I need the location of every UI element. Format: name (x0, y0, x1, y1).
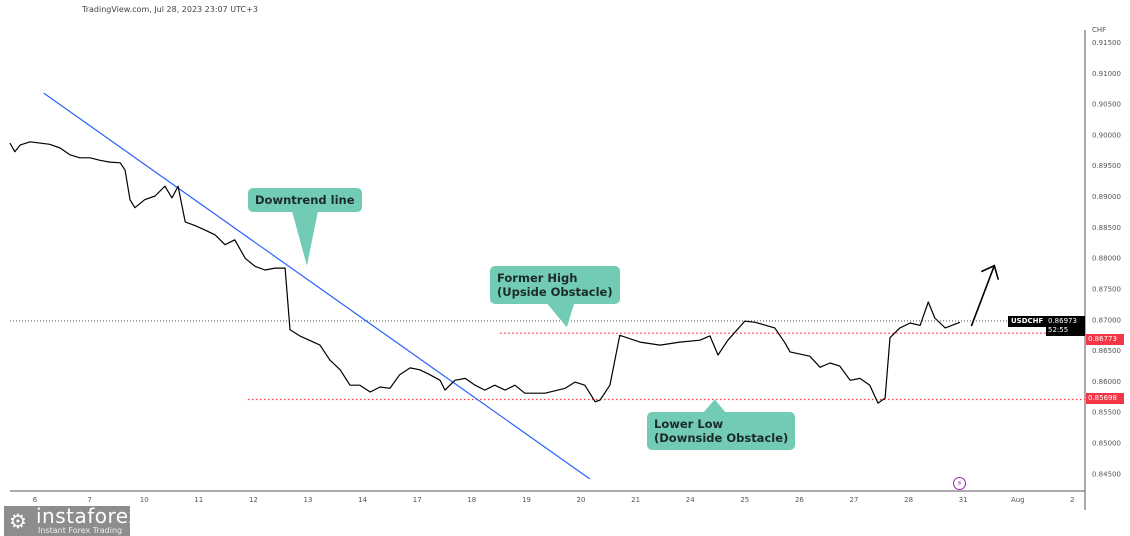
x-tick-label: 26 (795, 496, 804, 504)
y-tick-label: 0.86500 (1092, 347, 1121, 355)
x-tick-label: 27 (850, 496, 859, 504)
callout-text: Former High (497, 271, 578, 285)
y-tick-label: 0.91000 (1092, 70, 1121, 78)
callout-pointer (292, 211, 318, 266)
price-series-line (9, 141, 961, 404)
x-tick-label: 6 (33, 496, 38, 504)
y-tick-label: 0.90500 (1092, 101, 1121, 109)
downtrend-line (43, 92, 591, 480)
current-price-value: 0.86973 (1048, 317, 1077, 325)
countdown: 52:55 (1048, 326, 1069, 334)
callout-text: (Downside Obstacle) (654, 431, 789, 445)
y-tick-label: 0.87500 (1092, 285, 1121, 293)
callout-former-high: Former High (Upside Obstacle) (490, 266, 620, 304)
gear-logo-icon: ⚙ (9, 509, 27, 533)
x-tick-label: 14 (358, 496, 367, 504)
y-tick-label: 0.84500 (1092, 470, 1121, 478)
x-tick-label: 10 (140, 496, 149, 504)
y-tick-label: 0.85500 (1092, 409, 1121, 417)
callout-text: Downtrend line (255, 193, 355, 207)
callout-pointer (703, 399, 726, 413)
x-tick-label: Aug (1011, 496, 1025, 504)
y-tick-label: 0.89000 (1092, 193, 1121, 201)
y-tick-label: 0.87000 (1092, 316, 1121, 324)
chart-header: TradingView.com, Jul 28, 2023 23:07 UTC+… (82, 5, 258, 14)
y-tick-label: 0.89500 (1092, 162, 1121, 170)
y-tick-label: 0.90000 (1092, 131, 1121, 139)
x-tick-label: 19 (522, 496, 531, 504)
callout-text: Lower Low (654, 417, 724, 431)
x-tick-label: 18 (467, 496, 476, 504)
currency-label: CHF (1092, 26, 1107, 34)
y-tick-label: 0.85000 (1092, 439, 1121, 447)
lightning-event-icon[interactable]: ⚡ (953, 477, 966, 490)
up-arrow-head-icon (980, 264, 1000, 280)
x-tick-label: 2 (1070, 496, 1074, 504)
y-tick-label: 0.91500 (1092, 39, 1121, 47)
callout-lower-low: Lower Low (Downside Obstacle) (647, 412, 796, 450)
up-arrow-icon (970, 265, 996, 327)
current-price-tag: 0.86973 52:55 (1046, 316, 1085, 336)
y-tick-label: 0.88000 (1092, 255, 1121, 263)
instaforex-logo: ⚙ instaforex Instant Forex Trading (4, 505, 140, 536)
y-tick-label: 0.88500 (1092, 224, 1121, 232)
callout-pointer (545, 301, 575, 328)
x-tick-label: 25 (740, 496, 749, 504)
x-tick-label: 31 (959, 496, 968, 504)
level-tag-high: 0.86773 (1086, 334, 1124, 345)
x-tick-label: 13 (304, 496, 313, 504)
x-tick-label: 20 (577, 496, 586, 504)
callout-downtrend-line: Downtrend line (248, 188, 362, 212)
x-tick-label: 17 (413, 496, 422, 504)
symbol-label: USDCHF (1008, 316, 1047, 327)
x-tick-label: 12 (249, 496, 258, 504)
x-tick-label: 28 (904, 496, 913, 504)
x-tick-label: 7 (87, 496, 91, 504)
x-tick-label: 21 (631, 496, 640, 504)
logo-tagline: Instant Forex Trading (38, 526, 123, 535)
callout-text: (Upside Obstacle) (497, 285, 613, 299)
x-tick-label: 24 (686, 496, 695, 504)
y-tick-label: 0.86000 (1092, 378, 1121, 386)
logo-name: instaforex (36, 504, 141, 528)
level-tag-low: 0.85698 (1086, 393, 1124, 404)
x-tick-label: 11 (194, 496, 203, 504)
